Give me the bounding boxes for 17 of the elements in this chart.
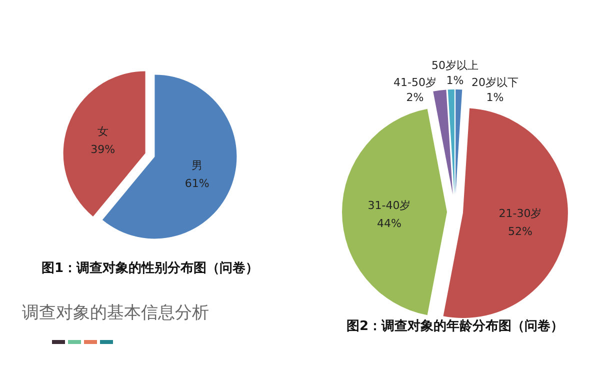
data-label: 1% — [486, 91, 504, 104]
slice-label: 女 — [97, 125, 108, 138]
slice-label: 20岁以下 — [472, 76, 518, 89]
text: 图2：调查对象的年龄分布图（问卷） — [346, 319, 564, 334]
slice-label: 21-30岁 — [498, 207, 542, 220]
data-label: 52% — [508, 225, 532, 238]
slice-label: 男 — [192, 158, 203, 172]
slice-label: 50岁以上 — [432, 59, 478, 72]
data-label: 39% — [90, 143, 116, 156]
slice-label: 31-40岁 — [368, 199, 411, 212]
slice-label: 41-50岁 — [394, 76, 436, 89]
data-label: 61% — [184, 176, 210, 190]
text: 调查对象的基本信息分析 — [22, 303, 209, 323]
text: 图1：调查对象的性别分布图（问卷） — [41, 261, 259, 276]
data-label: 44% — [377, 217, 402, 230]
data-label: 1% — [446, 74, 464, 87]
data-label: 2% — [406, 91, 424, 104]
